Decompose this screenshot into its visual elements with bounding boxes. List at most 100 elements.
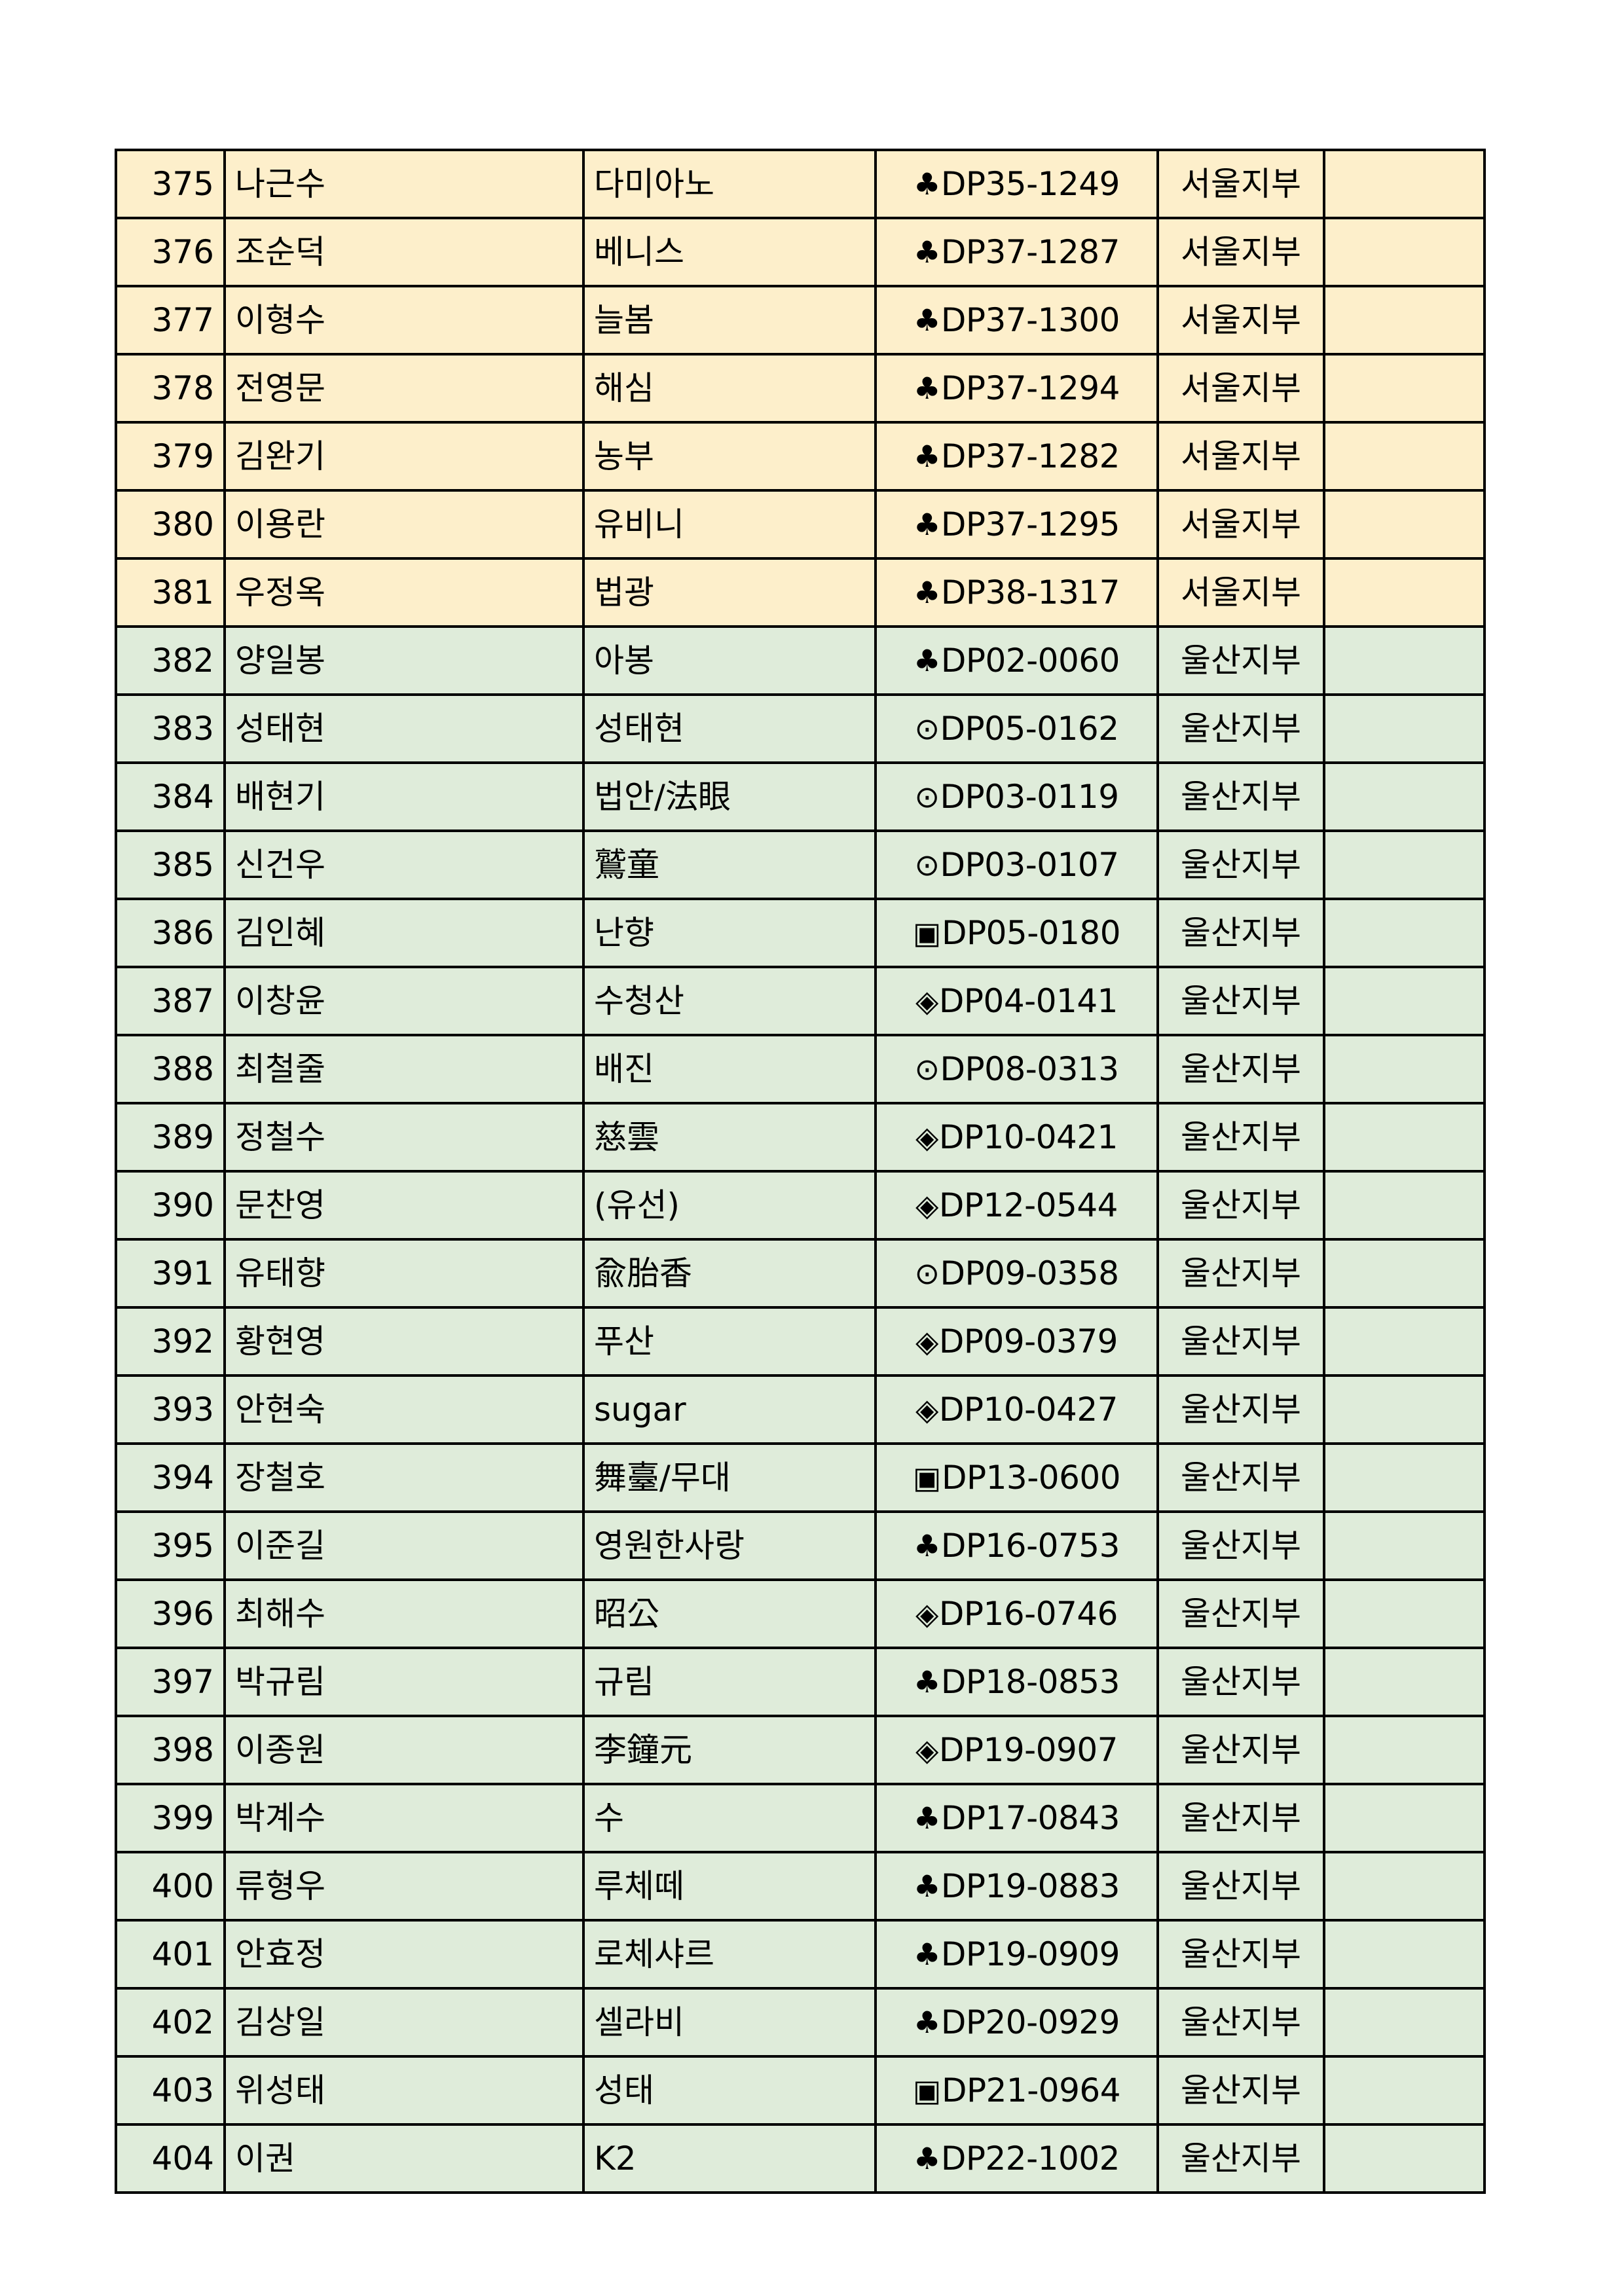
cell-note[interactable]	[1323, 2055, 1486, 2126]
cell-row-number: 386	[115, 898, 226, 968]
rank-symbol-icon: ◈	[915, 1732, 938, 1768]
rank-symbol-icon: ▣	[912, 1459, 941, 1495]
table-row[interactable]: 381 우정옥 법광 ♣DP38-1317 서울지부	[115, 557, 1486, 628]
cell-member-nickname: 兪胎香	[582, 1238, 877, 1309]
cell-member-id: ♣DP19-0909	[874, 1919, 1159, 1990]
cell-member-id: ♣DP02-0060	[874, 625, 1159, 696]
table-row[interactable]: 402 김상일 셀라비 ♣DP20-0929 울산지부	[115, 1987, 1486, 2058]
table-row[interactable]: 395 이준길 영원한사랑 ♣DP16-0753 울산지부	[115, 1510, 1486, 1581]
cell-member-name: 나근수	[223, 149, 585, 219]
table-row[interactable]: 401 안효정 로체샤르 ♣DP19-0909 울산지부	[115, 1919, 1486, 1990]
cell-row-number: 394	[115, 1442, 226, 1513]
cell-note[interactable]	[1323, 761, 1486, 832]
member-id-text: DP04-0141	[938, 981, 1118, 1020]
cell-row-number: 382	[115, 625, 226, 696]
table-row[interactable]: 389 정철수 慈雲 ◈DP10-0421 울산지부	[115, 1102, 1486, 1173]
cell-member-id: ◈DP09-0379	[874, 1306, 1159, 1377]
cell-note[interactable]	[1323, 1510, 1486, 1581]
member-id-text: DP08-0313	[940, 1049, 1119, 1088]
cell-note[interactable]	[1323, 489, 1486, 560]
table-row[interactable]: 390 문찬영 (유선) ◈DP12-0544 울산지부	[115, 1170, 1486, 1241]
cell-member-name: 위성태	[223, 2055, 585, 2126]
cell-note[interactable]	[1323, 1578, 1486, 1649]
cell-branch-name: 울산지부	[1156, 1578, 1325, 1649]
cell-note[interactable]	[1323, 1306, 1486, 1377]
table-row[interactable]: 403 위성태 성태 ▣DP21-0964 울산지부	[115, 2055, 1486, 2126]
cell-note[interactable]	[1323, 1919, 1486, 1990]
cell-note[interactable]	[1323, 1442, 1486, 1513]
table-row[interactable]: 379 김완기 농부 ♣DP37-1282 서울지부	[115, 421, 1486, 492]
cell-note[interactable]	[1323, 353, 1486, 424]
cell-branch-name: 울산지부	[1156, 1170, 1325, 1241]
table-row[interactable]: 377 이형수 늘봄 ♣DP37-1300 서울지부	[115, 285, 1486, 355]
table-row[interactable]: 387 이창윤 수청산 ◈DP04-0141 울산지부	[115, 966, 1486, 1036]
rank-symbol-icon: ♣	[913, 2004, 940, 2040]
table-row[interactable]: 382 양일봉 아봉 ♣DP02-0060 울산지부	[115, 625, 1486, 696]
table-row[interactable]: 398 이종원 李鐘元 ◈DP19-0907 울산지부	[115, 1715, 1486, 1785]
table-row[interactable]: 386 김인혜 난향 ▣DP05-0180 울산지부	[115, 898, 1486, 968]
cell-note[interactable]	[1323, 898, 1486, 968]
cell-branch-name: 울산지부	[1156, 1851, 1325, 1922]
cell-row-number: 379	[115, 421, 226, 492]
cell-member-nickname: 성태	[582, 2055, 877, 2126]
cell-member-name: 안현숙	[223, 1374, 585, 1445]
table-row[interactable]: 385 신건우 鷲童 ⊙DP03-0107 울산지부	[115, 829, 1486, 900]
cell-member-id: ♣DP37-1282	[874, 421, 1159, 492]
table-row[interactable]: 394 장철호 舞臺/무대 ▣DP13-0600 울산지부	[115, 1442, 1486, 1513]
cell-member-name: 류형우	[223, 1851, 585, 1922]
cell-note[interactable]	[1323, 1170, 1486, 1241]
cell-note[interactable]	[1323, 1851, 1486, 1922]
cell-member-name: 이권	[223, 2123, 585, 2194]
cell-note[interactable]	[1323, 1783, 1486, 1853]
cell-note[interactable]	[1323, 285, 1486, 355]
cell-note[interactable]	[1323, 693, 1486, 764]
cell-note[interactable]	[1323, 1034, 1486, 1104]
cell-member-nickname: 규림	[582, 1647, 877, 1717]
table-row[interactable]: 378 전영문 해심 ♣DP37-1294 서울지부	[115, 353, 1486, 424]
table-row[interactable]: 396 최해수 昭公 ◈DP16-0746 울산지부	[115, 1578, 1486, 1649]
cell-note[interactable]	[1323, 2123, 1486, 2194]
cell-note[interactable]	[1323, 625, 1486, 696]
table-row[interactable]: 397 박규림 규림 ♣DP18-0853 울산지부	[115, 1647, 1486, 1717]
cell-member-nickname: 慈雲	[582, 1102, 877, 1173]
cell-branch-name: 울산지부	[1156, 1102, 1325, 1173]
rank-symbol-icon: ◈	[915, 1187, 938, 1223]
cell-member-id: ⊙DP03-0119	[874, 761, 1159, 832]
table-row[interactable]: 404 이권 K2 ♣DP22-1002 울산지부	[115, 2123, 1486, 2194]
cell-note[interactable]	[1323, 557, 1486, 628]
cell-branch-name: 서울지부	[1156, 353, 1325, 424]
table-row[interactable]: 391 유태향 兪胎香 ⊙DP09-0358 울산지부	[115, 1238, 1486, 1309]
rank-symbol-icon: ♣	[913, 1664, 940, 1700]
cell-note[interactable]	[1323, 1715, 1486, 1785]
cell-member-name: 김완기	[223, 421, 585, 492]
cell-member-name: 신건우	[223, 829, 585, 900]
table-row[interactable]: 388 최철줄 배진 ⊙DP08-0313 울산지부	[115, 1034, 1486, 1104]
cell-member-id: ♣DP37-1287	[874, 217, 1159, 287]
member-id-text: DP17-0843	[940, 1798, 1120, 1837]
cell-note[interactable]	[1323, 1987, 1486, 2058]
table-row[interactable]: 400 류형우 루체떼 ♣DP19-0883 울산지부	[115, 1851, 1486, 1922]
table-row[interactable]: 380 이용란 유비니 ♣DP37-1295 서울지부	[115, 489, 1486, 560]
table-row[interactable]: 393 안현숙 sugar ◈DP10-0427 울산지부	[115, 1374, 1486, 1445]
cell-note[interactable]	[1323, 1238, 1486, 1309]
cell-note[interactable]	[1323, 1647, 1486, 1717]
member-id-text: DP09-0379	[938, 1322, 1118, 1360]
cell-note[interactable]	[1323, 1374, 1486, 1445]
cell-member-nickname: 난향	[582, 898, 877, 968]
cell-note[interactable]	[1323, 1102, 1486, 1173]
table-row[interactable]: 384 배현기 법안/法眼 ⊙DP03-0119 울산지부	[115, 761, 1486, 832]
cell-note[interactable]	[1323, 829, 1486, 900]
table-row[interactable]: 399 박계수 수 ♣DP17-0843 울산지부	[115, 1783, 1486, 1853]
cell-member-nickname: 셀라비	[582, 1987, 877, 2058]
cell-branch-name: 울산지부	[1156, 1919, 1325, 1990]
table-row[interactable]: 376 조순덕 베니스 ♣DP37-1287 서울지부	[115, 217, 1486, 287]
cell-note[interactable]	[1323, 217, 1486, 287]
table-row[interactable]: 392 황현영 푸산 ◈DP09-0379 울산지부	[115, 1306, 1486, 1377]
cell-note[interactable]	[1323, 966, 1486, 1036]
table-row[interactable]: 375 나근수 다미아노 ♣DP35-1249 서울지부	[115, 149, 1486, 219]
cell-note[interactable]	[1323, 149, 1486, 219]
table-row[interactable]: 383 성태현 성태현 ⊙DP05-0162 울산지부	[115, 693, 1486, 764]
cell-note[interactable]	[1323, 421, 1486, 492]
rank-symbol-icon: ♣	[913, 506, 940, 542]
